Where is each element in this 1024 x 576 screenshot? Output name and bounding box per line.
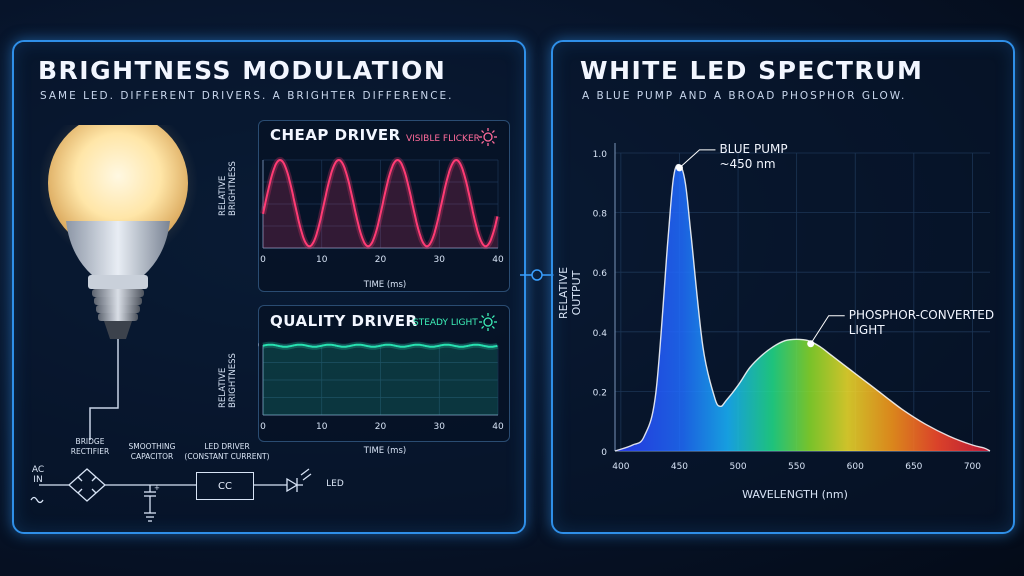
blue-pump-leader	[679, 149, 716, 169]
white-led-spectrum-panel	[551, 40, 1015, 534]
x-tick-label: 550	[788, 462, 805, 472]
x-tick-label: 650	[905, 462, 922, 472]
ac-in-label: AC IN	[31, 465, 45, 485]
svg-text:+: +	[154, 484, 160, 492]
quality-driver-badge: STEADY LIGHT	[413, 318, 478, 328]
y-tick-label: 0.4	[593, 329, 608, 339]
bridge-rectifier-label: BRIDGE RECTIFIER	[70, 437, 110, 456]
cheap-driver-xlabel: TIME (ms)	[363, 280, 407, 290]
x-tick-label: 0	[260, 255, 266, 265]
phosphor-annotation: PHOSPHOR-CONVERTED LIGHT	[848, 307, 995, 337]
x-tick-label: 0	[260, 422, 266, 432]
x-tick-label: 700	[964, 462, 981, 472]
circuit-diagram: +	[30, 468, 312, 522]
right-panel-subtitle: A BLUE PUMP AND A BROAD PHOSPHOR GLOW.	[582, 90, 907, 102]
cheap-driver-ylabel: RELATIVE BRIGHTNESS	[218, 161, 238, 216]
quality-driver-ylabel: RELATIVE BRIGHTNESS	[218, 353, 238, 408]
spectrum-area	[615, 164, 990, 452]
x-tick-label: 450	[671, 462, 688, 472]
y-tick-label: 0	[601, 448, 607, 458]
light-bulb-illustration	[40, 125, 198, 365]
wave-fill	[263, 344, 498, 415]
x-tick-label: 40	[492, 255, 504, 265]
x-tick-label: 400	[612, 462, 629, 472]
quality-driver-plot: 0 10 20 30 40 1.0	[258, 341, 504, 432]
x-tick-label: 30	[434, 422, 446, 432]
cheap-driver-badge: VISIBLE FLICKER	[406, 134, 480, 144]
cheap-driver-chart-box	[258, 120, 510, 292]
x-tick-label: 10	[316, 255, 328, 265]
cheap-driver-title: CHEAP DRIVER	[270, 126, 401, 144]
wave-fill	[263, 160, 498, 248]
panel-connector	[520, 269, 554, 281]
spectrum-plot: 0 0.2 0.4 0.6 0.8 1.0 400 450 500 550 600 650 700	[593, 143, 991, 472]
x-tick-label: 30	[434, 255, 446, 265]
quality-driver-title: QUALITY DRIVER	[270, 312, 418, 330]
smoothing-capacitor-label: SMOOTHING CAPACITOR	[128, 442, 176, 461]
y-tick-label: 1.0	[593, 150, 608, 160]
phosphor-leader	[810, 315, 845, 344]
x-tick-label: 20	[375, 255, 387, 265]
wave-line	[262, 343, 498, 348]
cc-driver-box: CC	[196, 472, 254, 500]
quality-driver-xlabel: TIME (ms)	[363, 446, 407, 456]
x-tick-label: 10	[316, 422, 328, 432]
y-tick-label: 0.2	[593, 388, 607, 398]
spectrum-line	[614, 163, 991, 452]
y-tick-label: 1.0	[258, 341, 259, 351]
left-panel-title: BRIGHTNESS MODULATION	[38, 56, 447, 85]
cheap-driver-plot: 0 10 20 30 40	[260, 156, 504, 265]
sun-icon	[479, 128, 497, 146]
y-tick-label: 0.6	[593, 269, 608, 279]
blue-pump-annotation: BLUE PUMP ~450 nm	[719, 141, 788, 171]
wave-line	[262, 158, 499, 248]
left-panel-subtitle: SAME LED. DIFFERENT DRIVERS. A BRIGHTER …	[40, 90, 454, 102]
x-tick-label: 40	[492, 422, 504, 432]
led-label: LED	[326, 479, 344, 489]
right-panel-title: WHITE LED SPECTRUM	[580, 56, 924, 85]
x-tick-label: 20	[375, 422, 387, 432]
bulb-wire	[89, 365, 119, 440]
y-tick-label: 0.8	[593, 210, 608, 220]
quality-driver-chart-box	[258, 305, 510, 442]
led-driver-label: LED DRIVER (CONSTANT CURRENT)	[184, 442, 270, 461]
x-tick-label: 500	[729, 462, 746, 472]
x-tick-label: 600	[847, 462, 864, 472]
sun-icon	[479, 313, 497, 331]
spectrum-xlabel: WAVELENGTH (nm)	[742, 488, 848, 501]
